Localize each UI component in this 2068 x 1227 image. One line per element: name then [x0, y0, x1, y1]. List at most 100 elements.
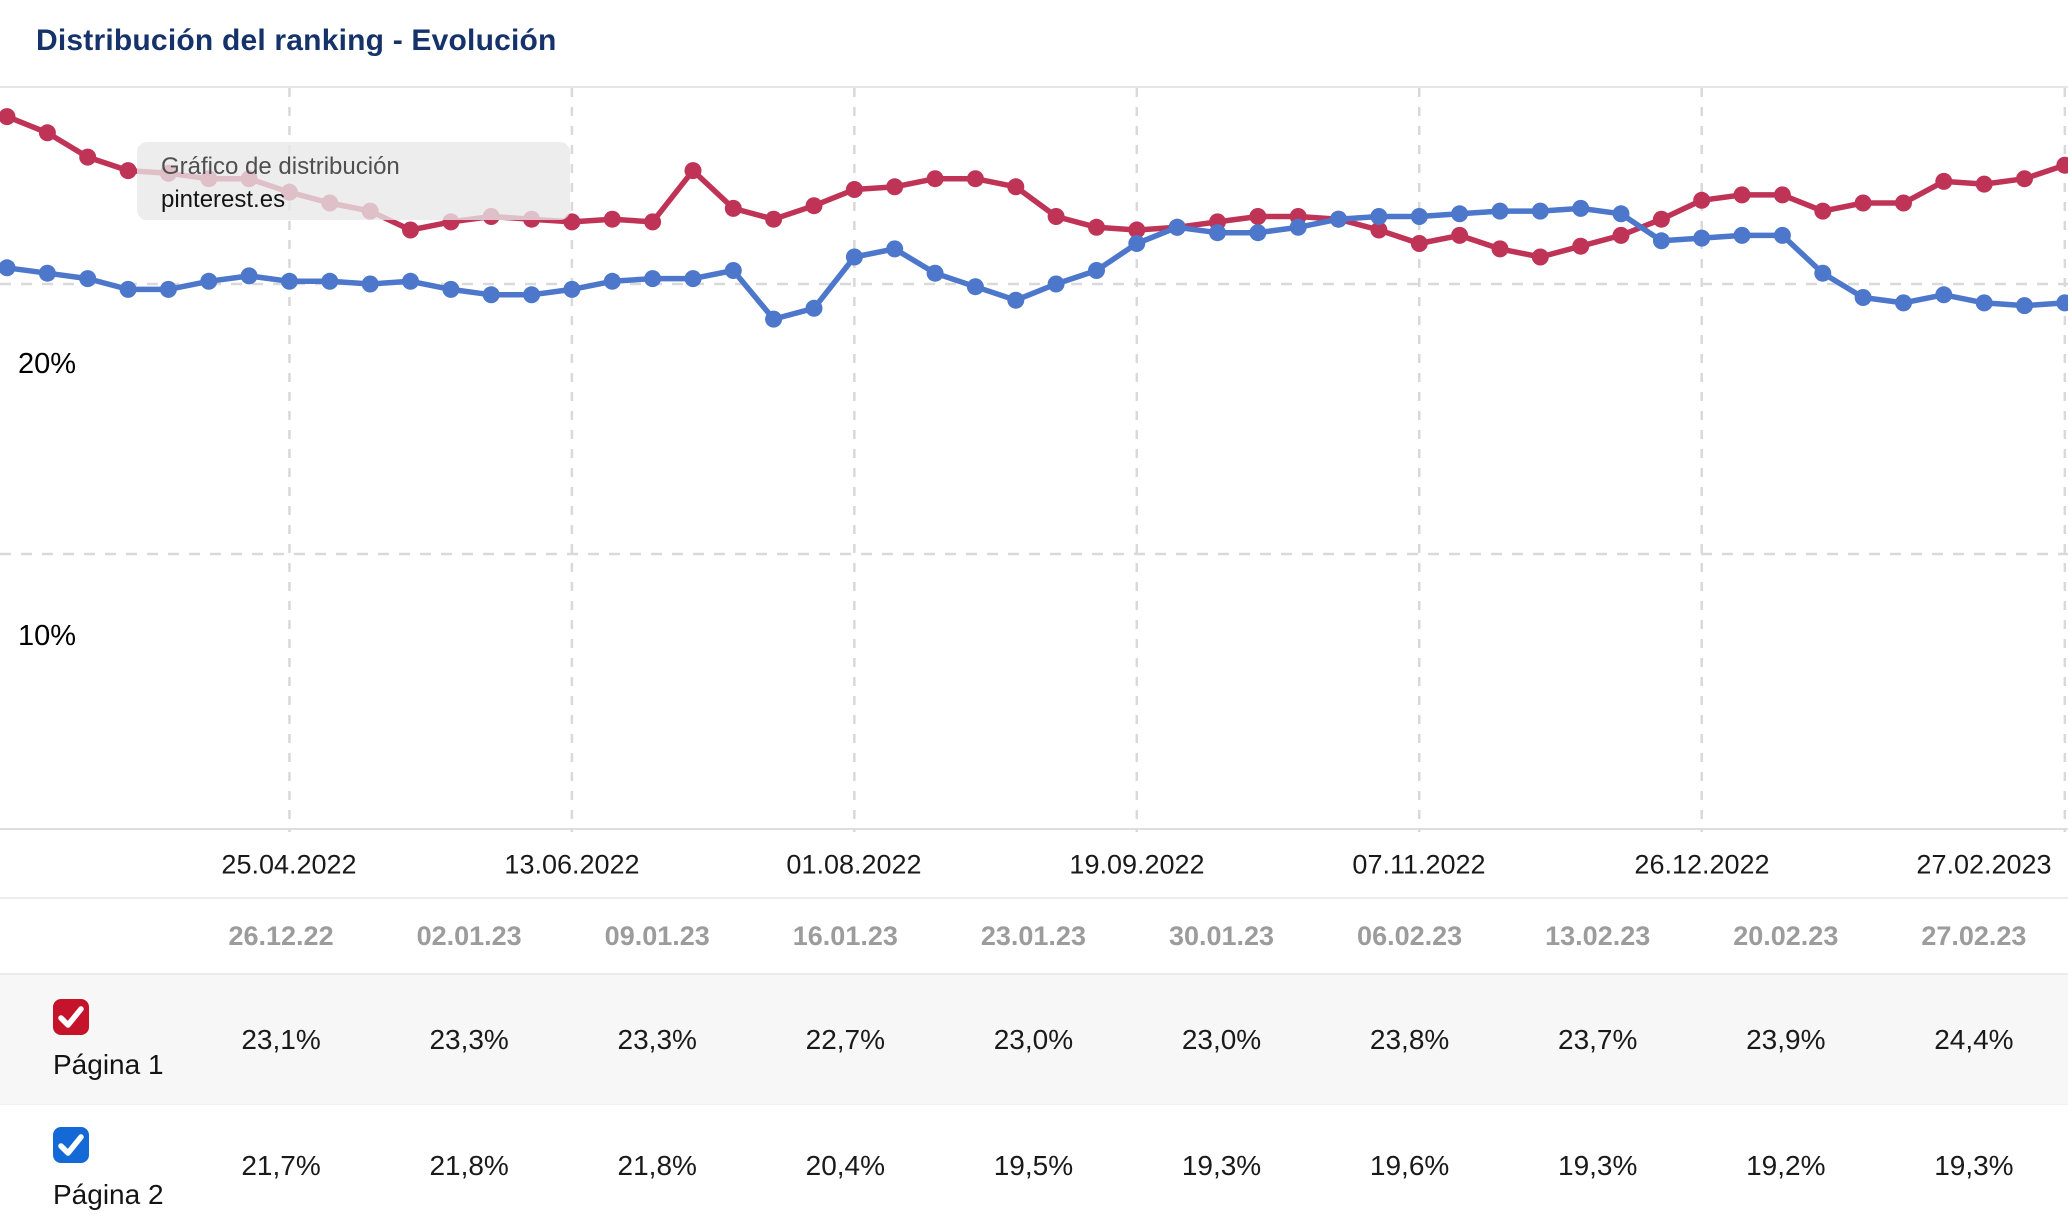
data-point[interactable] — [1088, 218, 1105, 236]
data-point[interactable] — [280, 272, 298, 290]
data-point[interactable] — [1572, 199, 1590, 217]
data-point[interactable] — [724, 199, 742, 217]
data-point[interactable] — [1370, 221, 1388, 239]
data-point[interactable] — [684, 270, 702, 288]
data-point[interactable] — [1895, 294, 1912, 312]
data-point[interactable] — [1693, 229, 1711, 247]
x-axis-label: 25.04.2022 — [221, 849, 357, 879]
data-point[interactable] — [1693, 191, 1711, 209]
pagina2-checkbox[interactable] — [53, 1127, 89, 1163]
data-point[interactable] — [2016, 170, 2033, 188]
data-point[interactable] — [442, 280, 460, 298]
data-point[interactable] — [563, 213, 581, 231]
data-point[interactable] — [1572, 237, 1590, 255]
data-point[interactable] — [1733, 226, 1751, 244]
data-point[interactable] — [1491, 202, 1509, 220]
data-point[interactable] — [1612, 226, 1630, 244]
data-point[interactable] — [1168, 218, 1186, 236]
data-point[interactable] — [1330, 210, 1347, 228]
data-point[interactable] — [724, 262, 742, 279]
data-point[interactable] — [2056, 294, 2068, 312]
data-point[interactable] — [1289, 218, 1307, 236]
data-point[interactable] — [2056, 156, 2068, 174]
data-point[interactable] — [119, 280, 137, 298]
data-point[interactable] — [1975, 294, 1993, 312]
table-row-pagina2: Página 2 21,7% 21,8% 21,8% 20,4% 19,5% 19,3% 1… — [0, 1104, 2068, 1227]
data-point[interactable] — [644, 213, 662, 231]
data-point[interactable] — [805, 197, 823, 215]
data-point[interactable] — [1773, 226, 1791, 244]
data-point[interactable] — [1854, 289, 1872, 306]
data-point[interactable] — [603, 272, 621, 290]
data-point[interactable] — [1531, 248, 1549, 266]
data-point[interactable] — [1652, 232, 1670, 250]
data-point[interactable] — [1128, 221, 1146, 239]
data-point[interactable] — [482, 286, 500, 304]
date-header-cell: 27.02.23 — [1921, 920, 2027, 951]
data-point[interactable] — [966, 170, 984, 188]
y-axis-label-20: 20% — [18, 348, 77, 380]
data-point[interactable] — [1410, 208, 1428, 225]
data-point[interactable] — [1491, 240, 1509, 258]
data-point[interactable] — [805, 299, 823, 317]
data-point[interactable] — [38, 124, 56, 142]
data-point[interactable] — [402, 272, 419, 290]
data-point[interactable] — [1935, 286, 1953, 304]
data-point[interactable] — [1047, 208, 1065, 225]
data-point[interactable] — [1935, 172, 1953, 190]
data-point[interactable] — [79, 148, 97, 166]
data-point[interactable] — [765, 310, 783, 328]
data-point[interactable] — [402, 221, 419, 239]
data-point[interactable] — [1814, 264, 1832, 282]
data-point[interactable] — [1451, 226, 1469, 244]
data-point[interactable] — [361, 275, 379, 293]
data-point[interactable] — [240, 267, 258, 285]
data-point[interactable] — [1854, 194, 1872, 212]
data-point[interactable] — [886, 240, 904, 258]
data-point[interactable] — [523, 286, 541, 304]
data-point[interactable] — [119, 162, 137, 180]
data-point[interactable] — [1249, 208, 1267, 225]
data-point[interactable] — [926, 264, 944, 282]
data-point[interactable] — [1733, 186, 1751, 204]
data-point[interactable] — [1975, 175, 1993, 193]
data-point[interactable] — [200, 272, 218, 290]
data-point[interactable] — [2016, 297, 2033, 315]
data-point[interactable] — [845, 248, 863, 266]
data-point[interactable] — [603, 210, 621, 228]
data-point[interactable] — [1410, 235, 1428, 252]
date-header-cell: 09.01.23 — [604, 920, 710, 951]
data-point[interactable] — [845, 181, 863, 198]
data-point[interactable] — [0, 259, 16, 277]
data-point[interactable] — [1612, 205, 1630, 223]
data-point[interactable] — [563, 280, 581, 298]
date-header-cell: 16.01.23 — [792, 920, 898, 951]
data-point[interactable] — [1249, 224, 1267, 242]
data-point[interactable] — [1007, 291, 1025, 309]
data-point[interactable] — [1773, 186, 1791, 204]
data-point[interactable] — [1451, 205, 1469, 223]
checkmark-icon — [58, 1134, 84, 1156]
data-point[interactable] — [1088, 262, 1105, 279]
data-point[interactable] — [644, 270, 662, 288]
data-point[interactable] — [1128, 235, 1146, 252]
pagina1-checkbox[interactable] — [53, 999, 89, 1035]
data-point[interactable] — [1209, 224, 1226, 242]
data-point[interactable] — [79, 270, 97, 288]
data-point[interactable] — [1895, 194, 1912, 212]
data-point[interactable] — [966, 278, 984, 296]
data-point[interactable] — [38, 264, 56, 282]
data-point[interactable] — [159, 280, 177, 298]
data-point[interactable] — [765, 210, 783, 228]
data-point[interactable] — [1047, 275, 1065, 293]
data-point[interactable] — [321, 272, 339, 290]
data-point[interactable] — [1531, 202, 1549, 220]
data-point[interactable] — [926, 170, 944, 188]
data-point[interactable] — [1370, 208, 1388, 225]
data-point[interactable] — [1814, 202, 1832, 220]
data-point[interactable] — [1652, 210, 1670, 228]
data-point[interactable] — [684, 162, 702, 180]
data-point[interactable] — [886, 178, 904, 196]
data-point[interactable] — [1007, 178, 1025, 196]
data-point[interactable] — [0, 108, 16, 126]
